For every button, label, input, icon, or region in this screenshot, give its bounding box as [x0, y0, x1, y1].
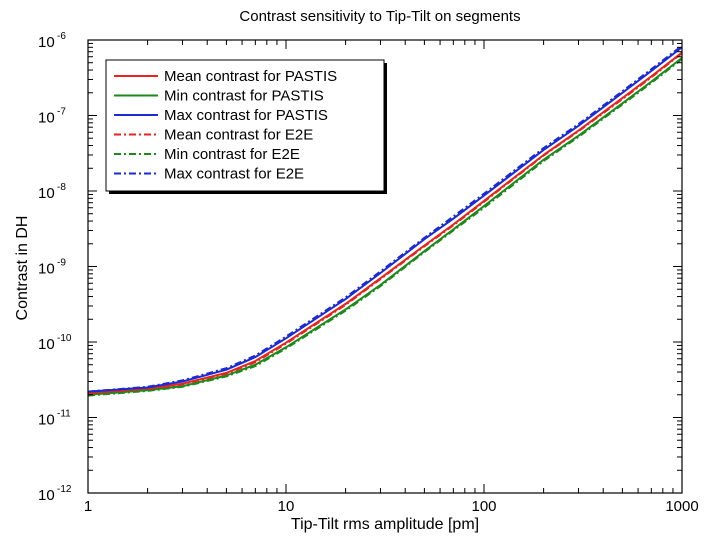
y-axis-label: Contrast in DH	[14, 216, 31, 321]
series-line-3	[88, 46, 682, 393]
chart-title: Contrast sensitivity to Tip-Tilt on segm…	[239, 8, 520, 25]
x-tick-label: 1000	[665, 498, 698, 515]
series-line-6	[88, 44, 682, 393]
legend-box	[105, 59, 385, 192]
x-axis-label: Tip-Tilt rms amplitude [pm]	[291, 516, 479, 533]
y-tick-exponent: -8	[57, 182, 66, 193]
y-tick-label: 10	[38, 412, 55, 429]
y-tick-exponent: -9	[57, 258, 66, 269]
legend-label: Min contrast for E2E	[164, 146, 300, 163]
series-layer	[88, 44, 682, 397]
x-tick-label: 10	[278, 498, 295, 515]
y-tick-label: 10	[38, 336, 55, 353]
y-tick-label: 10	[38, 487, 55, 504]
y-tick-exponent: -10	[57, 333, 72, 344]
y-tick-label: 10	[38, 185, 55, 202]
y-tick-exponent: -7	[57, 107, 66, 118]
y-tick-label: 10	[38, 110, 55, 127]
legend-label: Mean contrast for PASTIS	[164, 68, 337, 85]
legend-label: Max contrast for PASTIS	[164, 107, 328, 124]
legend: Mean contrast for PASTIS Min contrast for…	[105, 59, 387, 194]
legend-label: Min contrast for PASTIS	[164, 88, 324, 105]
y-tick-exponent: -6	[57, 31, 66, 42]
series-line-5	[88, 58, 682, 397]
x-tick-label: 1	[84, 498, 92, 515]
y-tick-label: 10	[38, 261, 55, 278]
legend-label: Max contrast for E2E	[164, 166, 304, 183]
y-tick-exponent: -12	[57, 484, 72, 495]
y-tick-exponent: -11	[57, 409, 71, 420]
series-line-4	[88, 52, 682, 395]
y-tick-label: 10	[38, 34, 55, 51]
legend-label: Mean contrast for E2E	[164, 127, 313, 144]
x-tick-label: 100	[471, 498, 496, 515]
